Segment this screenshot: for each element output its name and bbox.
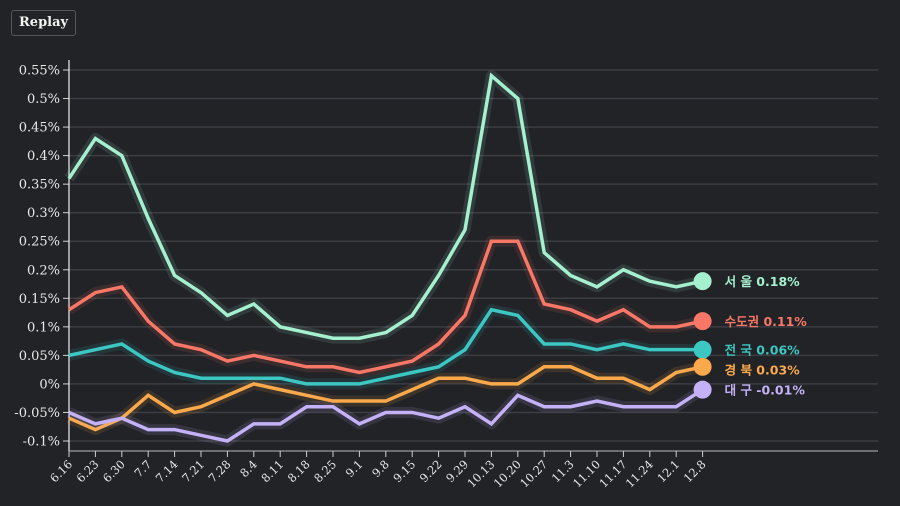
series-end-marker <box>693 272 712 291</box>
series-line-1 <box>68 239 703 375</box>
x-tick-label: 6.23 <box>74 457 102 485</box>
series-end-marker <box>693 380 712 399</box>
x-tick-label: 11.17 <box>596 457 629 490</box>
x-tick-label: 6.30 <box>100 457 128 485</box>
y-tick-label: -0.1% <box>23 435 60 450</box>
y-tick-label: 0.55% <box>19 64 60 79</box>
y-tick-label: 0.45% <box>19 121 60 136</box>
x-tick-label: 12.8 <box>681 457 709 485</box>
series-line-0 <box>67 72 703 341</box>
y-tick-label: 0.4% <box>27 149 60 164</box>
y-tick-label: 0.15% <box>19 292 60 307</box>
series-line-4 <box>68 388 704 443</box>
x-tick-label: 7.7 <box>131 457 154 480</box>
x-tick-label: 9.1 <box>343 457 366 480</box>
series-line-2 <box>68 307 703 386</box>
x-axis: 6.166.236.30 7.77.147.217.28 8.48.118.188.… <box>47 450 878 490</box>
replay-button[interactable]: Replay <box>11 10 77 36</box>
legend-label: 대 구 -0.01% <box>725 383 806 398</box>
x-tick-label: 10.27 <box>517 457 550 490</box>
y-tick-label: 0.35% <box>19 178 60 193</box>
x-tick-label: 10.13 <box>464 457 497 490</box>
x-tick-label: 6.16 <box>47 457 75 485</box>
x-tick-label: 11.24 <box>623 457 656 490</box>
legend-label: 수도권 0.11% <box>725 314 808 329</box>
x-tick-label: 9.8 <box>369 457 392 480</box>
series-line-3 <box>68 365 703 432</box>
series-end-marker <box>693 340 712 359</box>
x-tick-label: 9.15 <box>390 457 418 485</box>
legend-label: 전 국 0.06% <box>725 343 801 358</box>
legend: 서 울 0.18% 수도권 0.11% 전 국 0.06% 경 북 0.03% 대 구 … <box>693 272 808 399</box>
series-end-marker <box>693 312 712 331</box>
x-tick-label: 8.4 <box>237 457 260 480</box>
y-tick-label: 0.3% <box>27 206 60 221</box>
y-tick-label: 0.05% <box>19 349 60 364</box>
x-tick-label: 10.20 <box>491 457 524 490</box>
y-tick-label: 0.1% <box>27 320 60 335</box>
y-tick-label: 0.25% <box>19 235 60 250</box>
x-tick-label: 8.18 <box>285 457 313 485</box>
series-end-marker <box>693 357 712 376</box>
y-tick-label: -0.05% <box>14 406 60 421</box>
x-tick-label: 12.1 <box>654 457 682 485</box>
y-tick-label: 0.2% <box>27 263 60 278</box>
x-tick-label: 7.14 <box>153 457 181 485</box>
legend-label: 서 울 0.18% <box>725 274 801 289</box>
x-tick-label: 7.21 <box>179 457 207 485</box>
grid-lines <box>69 69 878 442</box>
series-lines <box>64 70 706 447</box>
x-tick-label: 11.10 <box>570 457 603 490</box>
x-tick-label: 7.28 <box>206 457 234 485</box>
y-tick-label: 0% <box>39 377 60 392</box>
y-axis: -0.1% -0.05% 0% 0.05% 0.1% 0.15% 0.2% 0.25% 0.3%… <box>14 60 70 451</box>
legend-label: 경 북 0.03% <box>725 363 801 378</box>
x-tick-label: 9.22 <box>417 457 445 485</box>
x-tick-label: 8.11 <box>258 457 286 485</box>
x-tick-label: 8.25 <box>311 457 339 485</box>
y-tick-label: 0.5% <box>27 92 60 107</box>
